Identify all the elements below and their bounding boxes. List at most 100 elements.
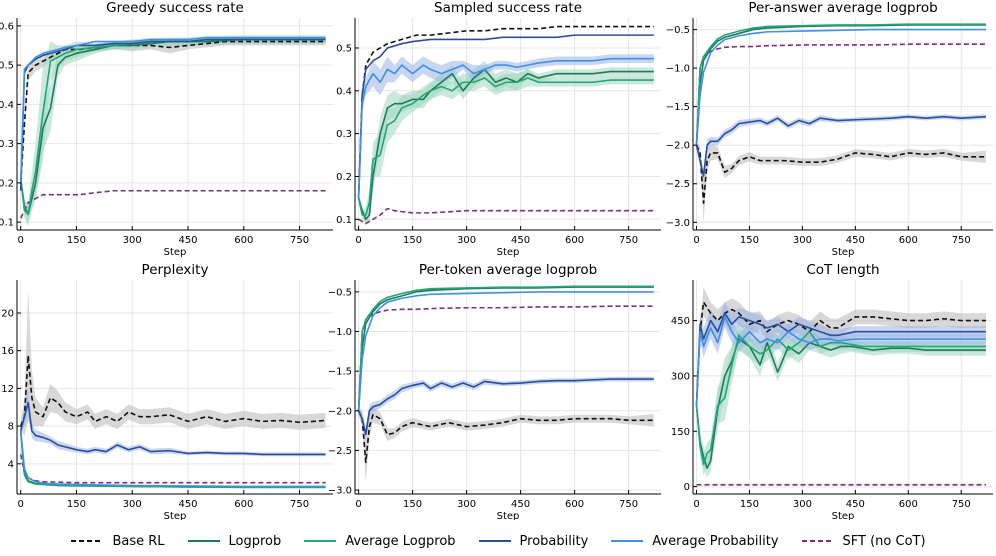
panel-perplexity: 0 150 300 450 600 750 4 8 12 16 20 Perplexity Step (1, 262, 333, 520)
panel-title: Sampled success rate (434, 0, 582, 16)
x-tick-label: 600 (565, 499, 584, 510)
series-line-probability (19, 401, 326, 456)
series-line-sft-no-cot (358, 207, 654, 225)
y-tick-label: 20 (1, 308, 14, 319)
x-tick-label: 150 (403, 499, 422, 510)
legend-swatch-logprob (187, 540, 220, 542)
y-tick-label: 0.1 (0, 218, 14, 229)
y-tick-label: −0.5 (328, 287, 352, 298)
legend-swatch-average-logprob (304, 540, 337, 542)
x-axis-label: Step (497, 511, 520, 520)
panel-title: Perplexity (142, 262, 209, 278)
x-axis-label: Step (497, 247, 520, 258)
legend-swatch-sft (801, 540, 834, 542)
series-line-logprob (19, 38, 326, 216)
series-line-average-logprob (695, 23, 986, 146)
x-tick-label: 300 (793, 235, 812, 246)
y-tick-label: −1.5 (666, 102, 690, 113)
series-line-average-probability (695, 316, 986, 406)
series-line-probability (357, 378, 654, 436)
x-axis-label: Step (832, 247, 855, 258)
x-tick-label: 450 (846, 235, 865, 246)
figure-grid: 0 150 300 450 600 750 0.1 0.2 0.3 0.4 0.5 0.6 Greedy… (0, 0, 993, 520)
band-probability (696, 302, 986, 411)
y-tick-label: 0.3 (336, 129, 352, 140)
series-line-sft-no-cot (19, 189, 326, 219)
band-base-rl (696, 141, 986, 223)
panel-title: Per-token average logprob (419, 262, 597, 278)
x-tick-label: 750 (619, 235, 638, 246)
y-tick-label: −2.0 (666, 141, 690, 152)
series-line-average-probability (357, 57, 654, 198)
x-tick-label: 150 (740, 499, 759, 510)
y-tick-label: 12 (1, 384, 14, 395)
legend-swatch-base-rl (71, 540, 104, 542)
y-tick-label: 16 (1, 346, 14, 357)
y-tick-label: 0.3 (0, 139, 14, 150)
y-tick-label: −1.0 (328, 327, 352, 338)
band-average-logprob (20, 35, 326, 227)
y-tick-label: 0.4 (336, 86, 352, 97)
x-tick-label: 600 (899, 235, 918, 246)
x-tick-label: 750 (952, 235, 971, 246)
x-tick-label: 750 (952, 499, 971, 510)
legend-label-probability: Probability (519, 533, 589, 549)
y-tick-label: 450 (671, 316, 690, 327)
legend-item-probability: Probability (478, 533, 589, 549)
series-line-average-logprob (357, 77, 654, 216)
series-line-sft-no-cot (19, 454, 326, 484)
band-average-probability (696, 305, 986, 411)
series-line-average-probability (357, 291, 654, 411)
y-tick-label: 0.2 (336, 172, 352, 183)
legend-swatch-probability (478, 540, 511, 542)
legend: Base RL Logprob Average Logprob Probabil… (0, 528, 996, 554)
x-tick-label: 0 (355, 499, 361, 510)
y-tick-label: 4 (8, 459, 14, 470)
y-tick-label: 0.5 (336, 43, 352, 54)
panel-sampled-success-rate: 0 150 300 450 600 750 0.1 0.2 0.3 0.4 0.5 Sampled s… (336, 0, 661, 258)
panel-per-answer-average-logprob: 0 150 300 450 600 750 −3.0 −2.5 −2.0 −1.5 −1.0 −0.5… (666, 0, 993, 258)
series-line-average-probability (695, 28, 986, 146)
x-axis-label: Step (164, 247, 187, 258)
x-tick-label: 600 (565, 235, 584, 246)
band-base-rl (20, 289, 326, 436)
y-tick-label: 0.2 (0, 178, 14, 189)
series-line-base-rl (357, 410, 654, 464)
y-tick-label: 300 (671, 371, 690, 382)
legend-label-average-probability: Average Probability (652, 533, 779, 549)
x-tick-label: 0 (18, 499, 24, 510)
series-line-base-rl (19, 354, 326, 427)
band-base-rl (358, 406, 654, 483)
series-line-base-rl (695, 301, 986, 406)
legend-label-average-logprob: Average Logprob (345, 533, 456, 549)
x-tick-label: 150 (403, 235, 422, 246)
x-tick-label: 150 (740, 235, 759, 246)
x-tick-label: 450 (511, 499, 530, 510)
x-tick-label: 750 (290, 235, 309, 246)
plot-area (355, 18, 661, 230)
x-tick-label: 300 (457, 499, 476, 510)
x-tick-label: 300 (123, 499, 142, 510)
legend-label-sft: SFT (no CoT) (842, 533, 926, 549)
x-tick-label: 300 (123, 235, 142, 246)
series-line-probability (19, 38, 326, 191)
x-tick-label: 450 (846, 499, 865, 510)
series-line-probability (357, 34, 654, 198)
x-tick-label: 600 (234, 499, 253, 510)
x-tick-label: 300 (457, 235, 476, 246)
x-tick-label: 0 (18, 235, 24, 246)
series-line-sft-no-cot (357, 305, 654, 411)
series-line-average-probability (19, 36, 326, 183)
panel-cot-length: 0 150 300 450 600 750 0 150 300 450 CoT length Step (671, 262, 993, 520)
series-line-logprob (357, 68, 654, 221)
legend-label-logprob: Logprob (228, 533, 282, 549)
x-tick-label: 450 (511, 235, 530, 246)
y-tick-label: 0.5 (0, 61, 14, 72)
legend-item-average-probability: Average Probability (610, 533, 779, 549)
legend-item-sft: SFT (no CoT) (801, 534, 926, 549)
series-line-probability (695, 312, 986, 406)
panel-greedy-success-rate: 0 150 300 450 600 750 0.1 0.2 0.3 0.4 0.5 0.6 Greedy… (0, 0, 333, 258)
panel-title: CoT length (806, 262, 879, 278)
series-line-average-logprob (19, 430, 326, 489)
x-tick-label: 450 (178, 235, 197, 246)
